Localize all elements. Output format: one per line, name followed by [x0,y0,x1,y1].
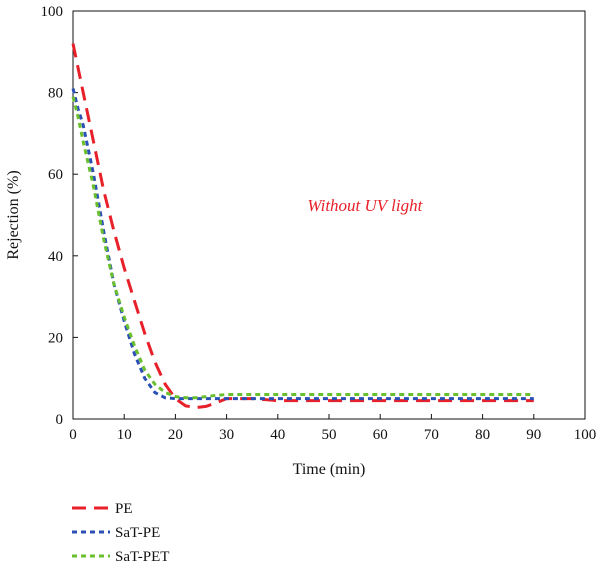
x-tick-label-90: 90 [526,427,541,443]
y-tick-label-60: 60 [48,167,63,183]
legend-label-sat-pe: SaT-PE [115,525,160,541]
legend: PE SaT-PE SaT-PET [72,501,169,565]
x-tick-label-30: 30 [219,427,234,443]
x-tick-label-100: 100 [574,427,597,443]
x-axis-title: Time (min) [293,461,366,478]
series-line-sat-pet [71,96,534,400]
legend-label-pe: PE [115,501,133,517]
y-tick-label-100: 100 [41,4,64,20]
legend-label-sat-pet: SaT-PET [115,549,169,565]
y-tick-label-0: 0 [56,412,64,428]
x-tick-label-40: 40 [270,427,285,443]
plot-frame [72,10,586,420]
y-tick-label-40: 40 [48,249,63,265]
x-tick-label-60: 60 [373,427,388,443]
x-tick-label-10: 10 [117,427,132,443]
x-tick-label-70: 70 [424,427,439,443]
x-tick-label-0: 0 [69,427,77,443]
x-tick-label-80: 80 [475,427,490,443]
y-tick-label-80: 80 [48,86,63,102]
x-tick-label-50: 50 [322,427,337,443]
series-line-sat-pe [71,88,534,401]
x-tick-label-20: 20 [168,427,183,443]
y-tick-label-20: 20 [48,330,63,346]
series-line-pe [71,43,534,410]
annotation-without-uv-light: Without UV light [307,196,423,215]
y-axis-title: Rejection (%) [5,170,22,259]
